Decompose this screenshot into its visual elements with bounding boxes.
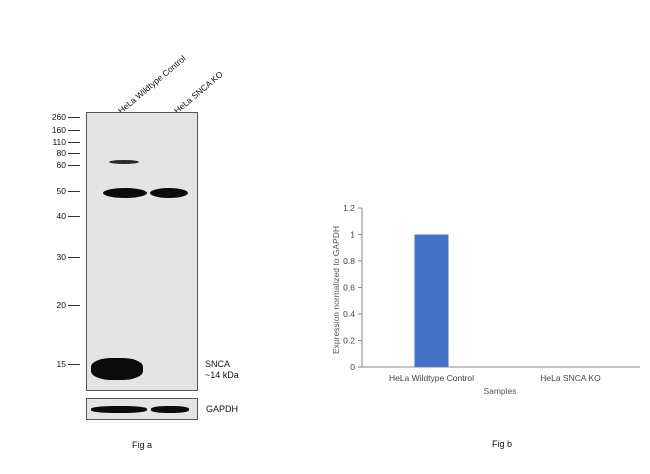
mw-marker-20: 20 <box>56 300 66 310</box>
x-axis: HeLa Wildtype Control HeLa SNCA KO <box>362 366 640 383</box>
mw-tick <box>68 364 80 365</box>
band-snca-wt <box>91 358 143 380</box>
mw-marker-60: 60 <box>56 160 66 170</box>
mw-marker-15: 15 <box>56 359 66 369</box>
mw-tick <box>68 130 80 131</box>
mw-marker-40: 40 <box>56 211 66 221</box>
bars <box>414 234 449 367</box>
gapdh-label: GAPDH <box>206 404 239 414</box>
mw-tick <box>68 165 80 166</box>
mw-marker-160: 160 <box>51 125 66 135</box>
mw-tick <box>68 153 80 154</box>
blot-membrane-main <box>86 112 198 391</box>
x-axis-label: Samples <box>483 386 516 396</box>
y-tick-label: 0.6 <box>343 283 355 293</box>
y-tick-label: 0 <box>350 362 355 372</box>
y-tick-label: 0.4 <box>343 309 355 319</box>
y-axis: 0 0.2 0.4 0.6 0.8 1 1.2 <box>343 203 363 372</box>
mw-tick <box>68 305 80 306</box>
mw-tick <box>68 117 80 118</box>
y-tick-label: 0.8 <box>343 256 355 266</box>
mw-marker-50: 50 <box>56 186 66 196</box>
mw-tick <box>68 142 80 143</box>
band-nonspecific-wt <box>109 160 139 164</box>
fig-a-caption: Fig a <box>132 440 153 450</box>
snca-size-label: ~14 kDa <box>205 370 239 380</box>
blot-membrane-gapdh <box>86 398 198 420</box>
band-gapdh-ko <box>151 406 189 413</box>
y-tick-label: 1 <box>350 230 355 240</box>
mw-marker-80: 80 <box>56 148 66 158</box>
band-50kda-ko <box>150 188 188 198</box>
mw-tick <box>68 257 80 258</box>
mw-marker-260: 260 <box>51 112 66 122</box>
mw-marker-30: 30 <box>56 252 66 262</box>
x-tick-label: HeLa SNCA KO <box>540 373 601 383</box>
snca-label: SNCA <box>205 359 231 369</box>
band-gapdh-wt <box>91 406 147 413</box>
y-tick-label: 1.2 <box>343 203 355 213</box>
y-axis-label: Expression normalized to GAPDH <box>331 226 341 354</box>
band-50kda-wt <box>103 188 147 198</box>
y-tick-label: 0.2 <box>343 336 355 346</box>
mw-tick <box>68 191 80 192</box>
x-tick-label: HeLa Wildtype Control <box>389 373 474 383</box>
bar-1 <box>414 234 449 367</box>
mw-marker-110: 110 <box>52 137 66 147</box>
fig-b-caption: Fig b <box>492 439 512 449</box>
mw-tick <box>68 216 80 217</box>
